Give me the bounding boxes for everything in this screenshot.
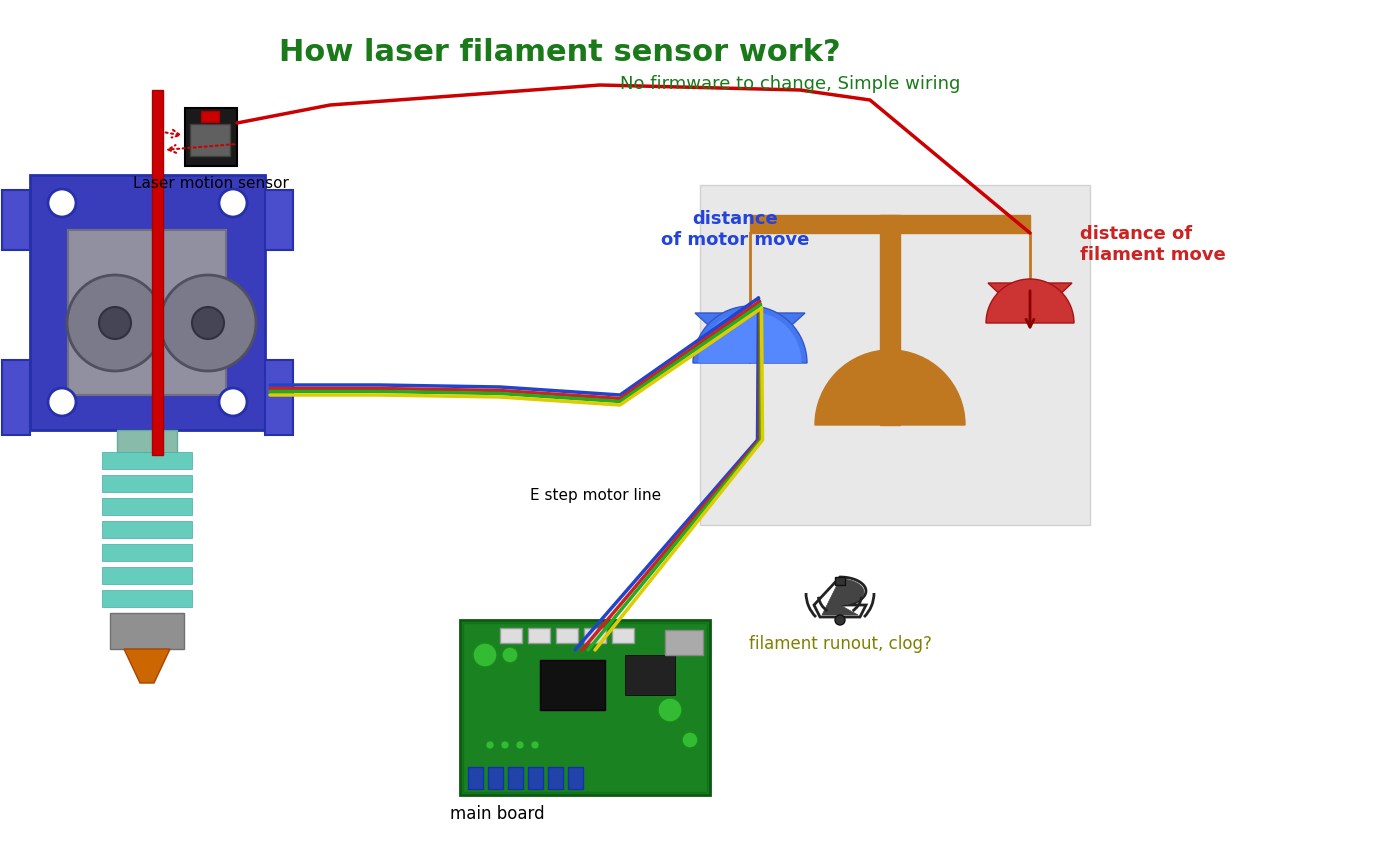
Text: distance of
filament move: distance of filament move [1079, 225, 1225, 264]
Bar [202, 111, 218, 122]
Circle shape [502, 647, 517, 663]
Bar [568, 767, 583, 789]
Bar [185, 108, 236, 166]
Bar [102, 498, 192, 515]
Circle shape [531, 741, 538, 749]
Bar [102, 567, 192, 584]
Bar [499, 628, 522, 643]
Bar [665, 630, 702, 655]
Circle shape [49, 388, 77, 416]
Circle shape [682, 732, 698, 748]
Wedge shape [698, 311, 803, 363]
Polygon shape [696, 313, 805, 363]
Circle shape [67, 275, 163, 371]
Wedge shape [986, 279, 1074, 323]
Polygon shape [266, 360, 294, 435]
Circle shape [218, 189, 248, 217]
Bar [540, 660, 605, 710]
Bar [191, 124, 230, 156]
Text: E step motor line: E step motor line [530, 488, 661, 503]
Bar [700, 185, 1091, 525]
Circle shape [516, 741, 524, 749]
Polygon shape [1, 360, 31, 435]
Text: No firmware to change, Simple wiring: No firmware to change, Simple wiring [620, 75, 960, 93]
Bar [556, 628, 579, 643]
Circle shape [835, 615, 844, 625]
Circle shape [658, 698, 682, 722]
Bar [625, 655, 675, 695]
Polygon shape [822, 579, 864, 615]
Bar [117, 430, 177, 455]
Bar [463, 623, 707, 792]
Bar [529, 767, 542, 789]
Text: filament runout, clog?: filament runout, clog? [748, 635, 932, 653]
Polygon shape [124, 649, 170, 683]
Circle shape [99, 307, 131, 339]
Bar [102, 521, 192, 538]
Text: How laser filament sensor work?: How laser filament sensor work? [280, 38, 840, 67]
Bar [584, 628, 606, 643]
Wedge shape [815, 350, 965, 425]
Bar [488, 767, 504, 789]
Bar [110, 613, 184, 649]
Wedge shape [693, 306, 807, 363]
Circle shape [192, 307, 224, 339]
Bar [102, 452, 192, 469]
Bar [460, 620, 709, 795]
Polygon shape [266, 190, 294, 250]
Bar [750, 215, 1029, 233]
Bar [508, 767, 523, 789]
Bar [548, 767, 563, 789]
Bar [102, 544, 192, 561]
Bar [881, 215, 900, 425]
Text: distance
of motor move: distance of motor move [661, 210, 810, 249]
Circle shape [49, 189, 77, 217]
Bar [612, 628, 634, 643]
Circle shape [501, 741, 509, 749]
Text: main board: main board [451, 805, 545, 823]
Bar [152, 90, 163, 455]
Text: Laser motion sensor: Laser motion sensor [134, 176, 289, 191]
Circle shape [485, 741, 494, 749]
Bar [529, 628, 549, 643]
Polygon shape [1, 190, 31, 250]
Circle shape [473, 643, 497, 667]
Circle shape [160, 275, 256, 371]
Bar [68, 230, 225, 395]
Bar [835, 577, 844, 585]
Bar [102, 475, 192, 492]
Bar [31, 175, 266, 430]
Bar [102, 590, 192, 607]
Bar [467, 767, 483, 789]
Circle shape [218, 388, 248, 416]
Polygon shape [988, 283, 1072, 323]
